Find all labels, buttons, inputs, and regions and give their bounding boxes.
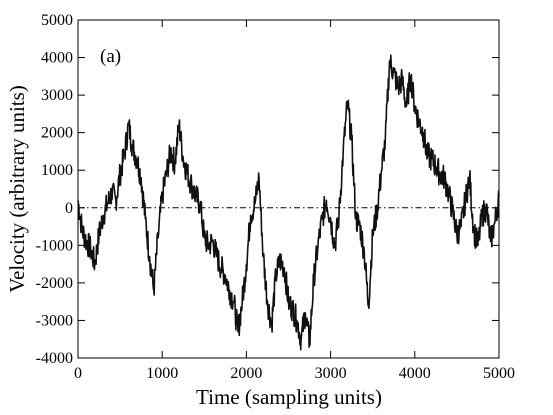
x-tick-label: 4000 (399, 365, 431, 382)
y-tick-label: 5000 (41, 12, 73, 29)
x-tick-label: 3000 (315, 365, 347, 382)
y-tick-label: -3000 (36, 312, 73, 329)
panel-label: (a) (100, 46, 121, 67)
x-axis-title: Time (sampling units) (196, 385, 382, 409)
x-tick-label: 0 (74, 365, 82, 382)
y-tick-label: 0 (65, 200, 73, 217)
y-tick-label: -2000 (36, 275, 73, 292)
x-tick-label: 2000 (230, 365, 262, 382)
y-tick-label: 1000 (41, 162, 73, 179)
x-tick-label: 5000 (483, 365, 515, 382)
y-tick-label: 2000 (41, 125, 73, 142)
x-tick-label: 1000 (146, 365, 178, 382)
y-tick-label: 4000 (41, 50, 73, 67)
y-tick-label: -4000 (36, 350, 73, 367)
y-tick-label: -1000 (36, 237, 73, 254)
y-tick-label: 3000 (41, 87, 73, 104)
velocity-series-line (77, 54, 500, 351)
y-axis-title: Velocity (arbitrary units) (5, 85, 29, 293)
plot-frame (77, 19, 500, 359)
axis-tick-labels: 0 1000 2000 3000 4000 5000 -4000 -3000 -2000 -100… (36, 12, 515, 382)
